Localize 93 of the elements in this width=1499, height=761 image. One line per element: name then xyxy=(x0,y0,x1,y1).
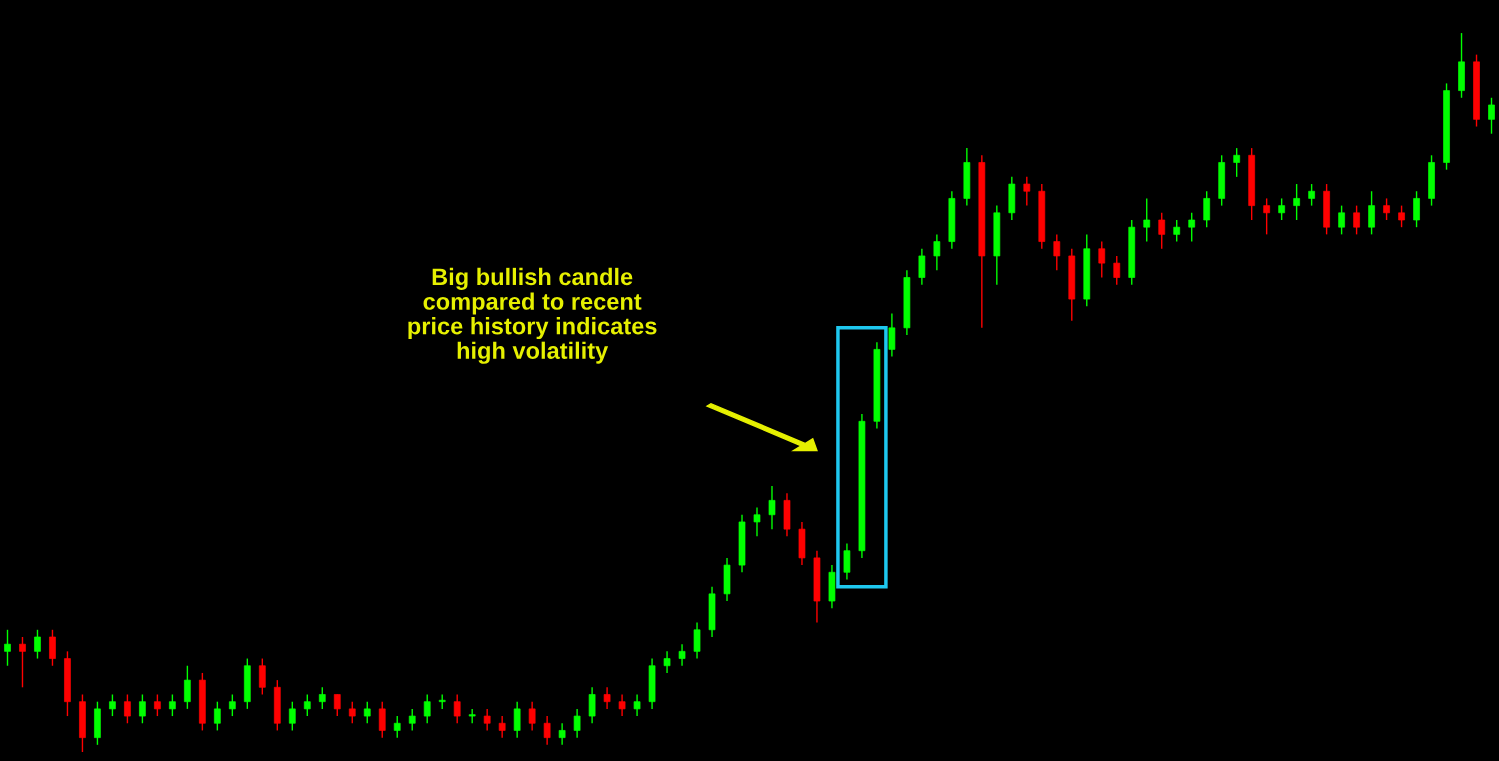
candlestick xyxy=(1143,197,1151,243)
candlestick xyxy=(633,693,641,717)
candlestick xyxy=(378,700,386,739)
candlestick xyxy=(453,693,461,724)
candlestick xyxy=(708,585,716,638)
candlestick xyxy=(738,514,746,573)
candlestick xyxy=(918,248,926,286)
candlestick xyxy=(1248,147,1256,221)
candlestick xyxy=(933,233,941,272)
candlestick xyxy=(1158,212,1166,250)
candlestick xyxy=(543,715,551,746)
candlestick xyxy=(768,485,776,530)
candlestick xyxy=(1308,183,1315,207)
candlestick xyxy=(858,413,866,559)
candlestick xyxy=(169,693,176,717)
candlestick xyxy=(648,657,656,710)
candlestick xyxy=(1413,190,1420,228)
candlestick xyxy=(423,693,431,724)
candlestick xyxy=(1263,197,1270,236)
candlestick xyxy=(1293,183,1300,221)
candlestick xyxy=(1218,154,1226,207)
candlestick xyxy=(139,693,146,724)
candlestick xyxy=(64,650,71,717)
candlestick xyxy=(1233,147,1241,178)
candlestick xyxy=(723,557,731,602)
candlestick xyxy=(79,693,86,753)
candlestick xyxy=(363,700,371,724)
candlestick xyxy=(303,693,311,717)
candlestick xyxy=(693,621,701,660)
candlestick xyxy=(1068,248,1076,322)
candlestick xyxy=(1458,32,1465,99)
candlestick xyxy=(1368,190,1375,236)
candlestick xyxy=(1428,154,1435,207)
candlestick xyxy=(4,629,11,667)
candlestick xyxy=(1188,212,1196,243)
candlestick xyxy=(948,190,956,250)
candlestick xyxy=(1473,53,1480,128)
candlestick xyxy=(753,506,761,538)
candlestick xyxy=(1383,197,1390,221)
candlestick xyxy=(408,708,416,732)
candlestick xyxy=(828,564,836,609)
candlestick xyxy=(288,700,296,732)
candlestick xyxy=(229,693,236,717)
annotation: Big bullish candle compared to recent price history indicates high volatility xyxy=(408,267,657,364)
candlestick xyxy=(1038,183,1046,250)
candlestick xyxy=(243,657,251,710)
candlestick xyxy=(1098,240,1106,279)
candlestick xyxy=(1353,204,1360,236)
candlestick xyxy=(49,629,56,667)
candlestick xyxy=(603,686,611,710)
candlestick xyxy=(783,492,791,538)
candlestick xyxy=(1113,255,1121,286)
candlestick xyxy=(1323,183,1330,236)
candlestick xyxy=(678,643,686,667)
candlestick xyxy=(318,686,326,710)
candlestick xyxy=(888,312,896,358)
candlestick xyxy=(813,550,821,624)
candlestick xyxy=(1398,204,1405,228)
candlestick xyxy=(1338,204,1345,236)
candlestick xyxy=(528,700,536,732)
candlestick xyxy=(199,672,206,732)
candlestick xyxy=(124,693,131,724)
candlestick xyxy=(1278,197,1285,221)
candlestick xyxy=(663,650,671,674)
candlestick xyxy=(393,715,401,739)
candlestick xyxy=(258,657,266,696)
candlestick xyxy=(1173,219,1181,243)
candlestick xyxy=(154,693,161,717)
candlestick xyxy=(34,629,41,660)
candlestick xyxy=(963,147,971,207)
candlestick xyxy=(273,679,281,732)
candlestick xyxy=(333,693,341,717)
candlestick xyxy=(1083,233,1091,307)
candlestick xyxy=(1488,97,1495,135)
candlestick xyxy=(588,686,596,724)
candlestick xyxy=(1203,190,1211,228)
candlestick xyxy=(468,708,476,724)
candlestick xyxy=(19,636,26,689)
candlestick xyxy=(873,341,881,430)
candlestick xyxy=(1053,233,1061,272)
candlestick xyxy=(843,542,851,581)
candlestick xyxy=(1128,219,1136,286)
candlestick xyxy=(109,693,116,717)
candlestick xyxy=(573,708,581,739)
candlestick xyxy=(214,700,221,732)
candlestick xyxy=(348,700,356,724)
candlestick xyxy=(94,700,101,746)
candlestick xyxy=(184,665,191,710)
candlestick xyxy=(558,722,566,746)
candlestick xyxy=(798,521,806,566)
candlestick xyxy=(618,693,626,717)
candlestick xyxy=(903,269,911,336)
candlestick xyxy=(1443,82,1450,171)
